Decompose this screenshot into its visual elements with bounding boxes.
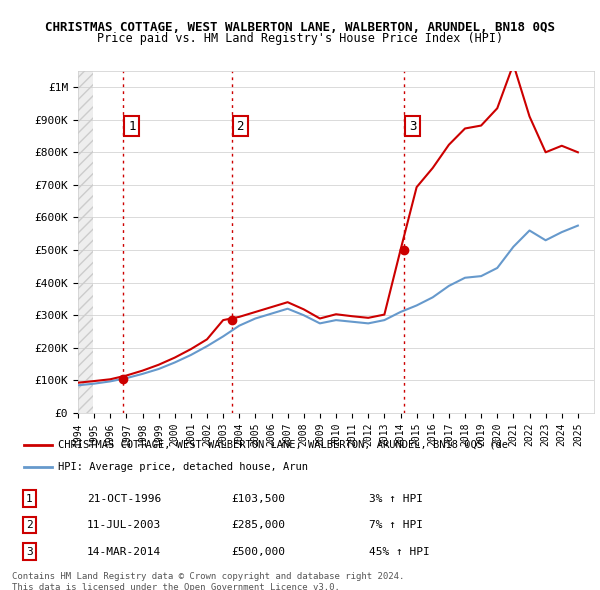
Text: 14-MAR-2014: 14-MAR-2014 xyxy=(87,546,161,556)
Text: 7% ↑ HPI: 7% ↑ HPI xyxy=(369,520,423,530)
Text: 3% ↑ HPI: 3% ↑ HPI xyxy=(369,494,423,504)
Text: CHRISTMAS COTTAGE, WEST WALBERTON LANE, WALBERTON, ARUNDEL, BN18 0QS (de: CHRISTMAS COTTAGE, WEST WALBERTON LANE, … xyxy=(58,440,508,450)
Text: Contains HM Land Registry data © Crown copyright and database right 2024.
This d: Contains HM Land Registry data © Crown c… xyxy=(12,572,404,590)
Text: £500,000: £500,000 xyxy=(231,546,285,556)
Text: 2: 2 xyxy=(26,520,32,530)
Text: £103,500: £103,500 xyxy=(231,494,285,504)
Text: Price paid vs. HM Land Registry's House Price Index (HPI): Price paid vs. HM Land Registry's House … xyxy=(97,32,503,45)
Text: HPI: Average price, detached house, Arun: HPI: Average price, detached house, Arun xyxy=(58,462,308,472)
Text: £285,000: £285,000 xyxy=(231,520,285,530)
Text: 45% ↑ HPI: 45% ↑ HPI xyxy=(369,546,430,556)
Text: 3: 3 xyxy=(26,546,32,556)
Text: 11-JUL-2003: 11-JUL-2003 xyxy=(87,520,161,530)
Text: 2: 2 xyxy=(236,120,244,133)
Text: 1: 1 xyxy=(128,120,136,133)
Text: CHRISTMAS COTTAGE, WEST WALBERTON LANE, WALBERTON, ARUNDEL, BN18 0QS: CHRISTMAS COTTAGE, WEST WALBERTON LANE, … xyxy=(45,21,555,34)
Text: 3: 3 xyxy=(409,120,416,133)
Text: 1: 1 xyxy=(26,494,32,504)
Bar xyxy=(78,71,92,413)
Text: 21-OCT-1996: 21-OCT-1996 xyxy=(87,494,161,504)
